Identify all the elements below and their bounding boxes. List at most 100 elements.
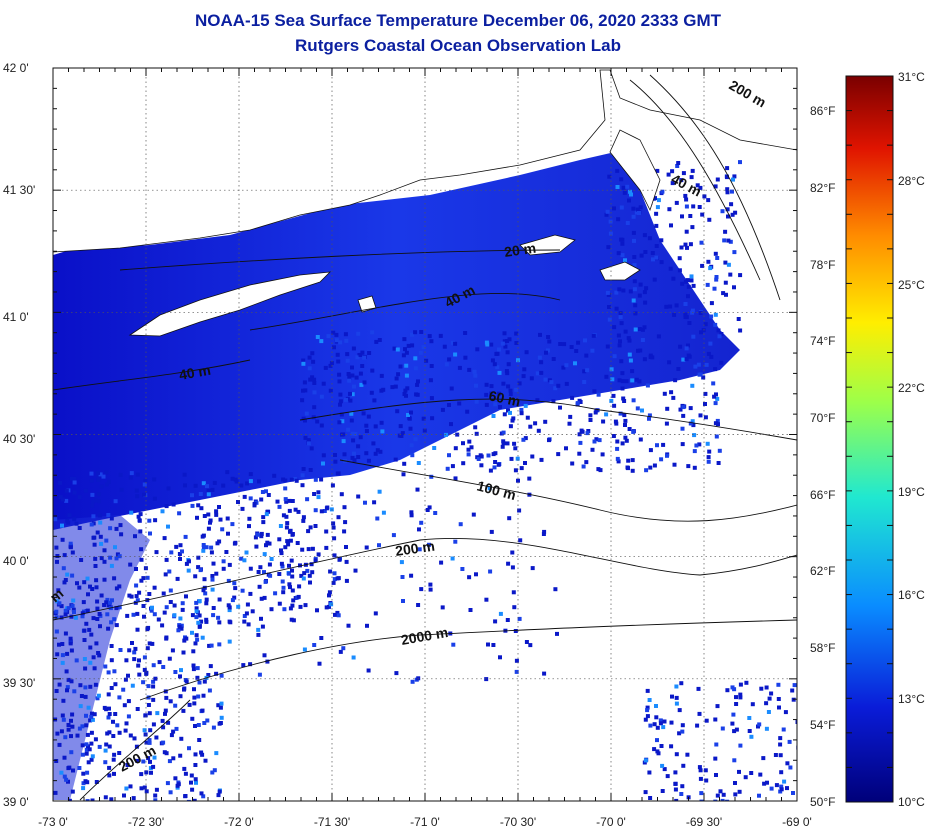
sst-pixel <box>97 499 102 504</box>
sst-pixel <box>404 363 409 368</box>
sst-pixel <box>503 344 508 349</box>
sst-pixel <box>151 722 156 727</box>
sst-pixel <box>210 587 215 592</box>
sst-pixel <box>264 512 269 517</box>
sst-pixel <box>402 337 407 342</box>
sst-pixel <box>638 348 643 353</box>
sst-pixel <box>178 694 183 699</box>
sst-pixel <box>201 693 206 698</box>
sst-pixel <box>378 449 383 454</box>
sst-pixel <box>726 262 731 267</box>
sst-pixel <box>191 663 196 668</box>
sst-pixel <box>161 665 166 669</box>
sst-pixel <box>593 410 598 415</box>
sst-pixel <box>732 250 737 255</box>
sst-pixel <box>193 777 198 782</box>
sst-pixel <box>390 385 395 390</box>
sst-pixel <box>764 726 769 731</box>
sst-pixel <box>214 509 219 514</box>
sst-pixel <box>428 582 433 587</box>
sst-pixel <box>258 565 263 570</box>
sst-pixel <box>367 351 372 355</box>
sst-pixel <box>737 769 741 774</box>
sst-pixel <box>107 706 111 711</box>
sst-pixel <box>614 421 619 426</box>
sst-pixel <box>508 410 512 415</box>
sst-pixel <box>647 770 652 775</box>
sst-pixel <box>95 530 100 535</box>
sst-pixel <box>134 583 139 588</box>
sst-pixel <box>362 355 367 360</box>
sst-pixel <box>681 763 686 768</box>
sst-pixel <box>202 514 207 518</box>
sst-pixel <box>301 518 306 523</box>
sst-pixel <box>704 362 709 367</box>
sst-pixel <box>195 515 199 520</box>
sst-pixel <box>633 311 638 316</box>
sst-pixel <box>519 466 524 471</box>
sst-pixel <box>393 384 398 389</box>
sst-pixel <box>187 559 191 564</box>
sst-pixel <box>479 463 484 468</box>
sst-pixel <box>719 360 724 365</box>
sst-pixel <box>85 732 90 737</box>
sst-pixel <box>734 727 739 732</box>
sst-pixel <box>747 716 752 720</box>
sst-pixel <box>647 413 652 418</box>
sst-pixel <box>283 486 288 491</box>
sst-pixel <box>653 196 657 201</box>
sst-pixel <box>623 258 627 263</box>
sst-pixel <box>226 603 231 608</box>
sst-pixel <box>307 355 312 360</box>
sst-pixel <box>698 185 703 190</box>
sst-pixel <box>230 476 235 481</box>
sst-pixel <box>306 438 311 443</box>
sst-pixel <box>109 563 114 568</box>
sst-pixel <box>85 780 90 785</box>
sst-pixel <box>490 358 495 363</box>
sst-pixel <box>106 715 111 720</box>
sst-pixel <box>113 499 118 504</box>
sst-pixel <box>542 671 547 676</box>
sst-pixel <box>574 349 579 353</box>
sst-pixel <box>82 628 87 633</box>
sst-pixel <box>749 734 754 739</box>
sst-pixel <box>678 407 683 412</box>
sst-pixel <box>324 529 329 534</box>
sst-pixel <box>415 382 420 387</box>
sst-pixel <box>70 712 75 717</box>
sst-pixel <box>125 763 130 767</box>
sst-pixel <box>161 591 166 596</box>
sst-pixel <box>498 405 502 409</box>
sst-pixel <box>642 233 647 238</box>
fahrenheit-label: 70°F <box>810 411 835 425</box>
sst-pixel <box>729 202 734 207</box>
sst-pixel <box>63 578 68 582</box>
sst-pixel <box>617 343 622 348</box>
sst-pixel <box>98 472 103 477</box>
sst-pixel <box>227 562 232 567</box>
sst-pixel <box>366 414 371 419</box>
sst-pixel <box>428 378 433 383</box>
sst-pixel <box>381 510 386 515</box>
sst-pixel <box>200 635 205 640</box>
sst-pixel <box>453 341 458 346</box>
sst-pixel <box>69 734 73 739</box>
sst-pixel <box>484 340 489 345</box>
sst-pixel <box>61 717 66 722</box>
sst-pixel <box>321 381 326 386</box>
longitude-labels: -73 0' -72 30' -72 0' -71 30' -71 0' -70… <box>38 815 812 829</box>
sst-pixel <box>90 500 95 504</box>
sst-pixel <box>518 538 523 543</box>
sst-pixel <box>164 636 169 641</box>
sst-pixel <box>221 483 226 488</box>
sst-pixel <box>181 708 186 713</box>
sst-pixel <box>309 562 314 567</box>
sst-pixel <box>601 419 606 424</box>
fahrenheit-label: 86°F <box>810 104 835 118</box>
sst-pixel <box>151 697 156 702</box>
sst-pixel <box>785 786 789 791</box>
sst-pixel <box>174 726 179 731</box>
sst-pixel <box>67 798 72 801</box>
fahrenheit-label: 74°F <box>810 334 835 348</box>
